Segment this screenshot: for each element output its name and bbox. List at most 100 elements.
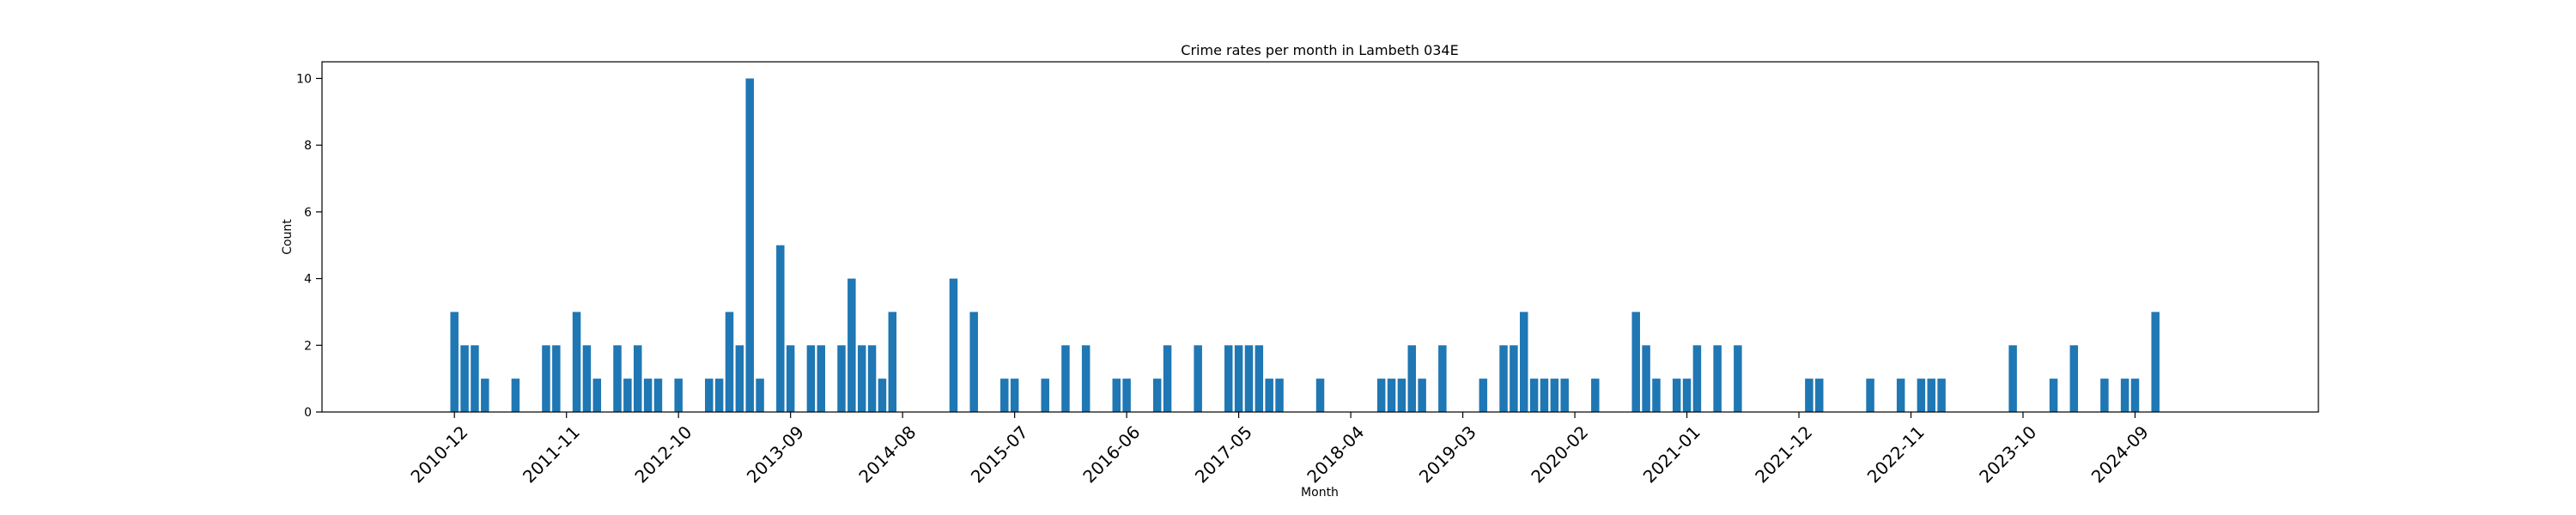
bar-2013-09	[786, 345, 795, 412]
bar-2012-01	[582, 345, 592, 412]
bar-2015-07	[1010, 379, 1019, 412]
bar-2013-02	[714, 379, 724, 412]
bar-2011-12	[572, 312, 581, 412]
bar-2019-11	[1540, 379, 1549, 412]
bar-2010-12	[450, 312, 459, 412]
bar-2016-06	[1122, 379, 1131, 412]
bar-2011-10	[552, 345, 561, 412]
bar-2012-07	[643, 379, 653, 412]
bar-2019-09	[1520, 312, 1528, 412]
bar-2013-05	[745, 78, 754, 413]
y-axis-label: Count	[281, 219, 295, 255]
bar-2016-02	[1081, 345, 1091, 412]
bar-2022-02	[1815, 379, 1824, 412]
bar-2011-09	[542, 345, 550, 412]
bar-2012-06	[633, 345, 642, 412]
bar-2020-04	[1591, 379, 1600, 412]
bar-2017-07	[1255, 345, 1264, 412]
bar-2017-09	[1275, 379, 1284, 412]
bar-2012-02	[592, 379, 602, 412]
bar-2016-05	[1112, 379, 1121, 412]
bar-2023-01	[1927, 379, 1935, 412]
bar-2019-07	[1499, 345, 1508, 412]
bar-2018-10	[1407, 345, 1417, 412]
bar-2011-03	[481, 379, 489, 412]
bar-2014-07	[888, 312, 897, 412]
bar-2018-09	[1397, 379, 1406, 412]
bar-2012-05	[623, 379, 632, 412]
bar-2013-01	[705, 379, 714, 412]
bar-2015-06	[1000, 379, 1009, 412]
x-axis-label: Month	[1301, 486, 1339, 500]
bar-2019-05	[1479, 379, 1488, 412]
bar-2017-04	[1224, 345, 1233, 412]
bar-2022-12	[1917, 379, 1926, 412]
y-tick-label: 4	[304, 273, 312, 287]
bar-2023-09	[2008, 345, 2017, 412]
bar-2012-08	[653, 379, 663, 412]
bar-2024-06	[2100, 379, 2109, 412]
bar-2013-03	[725, 312, 734, 412]
bar-2020-09	[1642, 345, 1650, 412]
bar-2021-04	[1713, 345, 1722, 412]
bar-2021-01	[1682, 379, 1692, 412]
bar-2019-12	[1550, 379, 1559, 412]
bar-2015-10	[1041, 379, 1049, 412]
bar-2014-04	[857, 345, 866, 412]
bar-2019-10	[1529, 379, 1539, 412]
bar-2019-01	[1438, 345, 1447, 412]
bar-2018-11	[1418, 379, 1426, 412]
y-tick-label: 2	[304, 339, 312, 353]
bar-2011-01	[460, 345, 469, 412]
bar-2017-08	[1265, 379, 1273, 412]
bar-2020-10	[1652, 379, 1661, 412]
bar-2021-02	[1692, 345, 1702, 412]
bar-2013-06	[756, 379, 764, 412]
y-tick-label: 6	[304, 206, 312, 220]
bar-2018-07	[1376, 379, 1386, 412]
bar-2017-01	[1194, 345, 1202, 412]
bar-2024-08	[2120, 379, 2129, 412]
bar-2018-01	[1315, 379, 1325, 412]
bar-2024-01	[2049, 379, 2058, 412]
bar-2024-11	[2151, 312, 2160, 412]
bar-2018-08	[1387, 379, 1396, 412]
bar-2022-07	[1866, 379, 1874, 412]
bar-2013-08	[776, 245, 785, 412]
bar-2013-12	[817, 345, 825, 412]
bar-2011-06	[511, 379, 520, 412]
bar-2023-02	[1937, 379, 1946, 412]
bar-2024-09	[2130, 379, 2140, 412]
bar-2012-10	[674, 379, 683, 412]
bar-2017-05	[1234, 345, 1243, 412]
plot-frame	[321, 61, 2319, 413]
chart-title: Crime rates per month in Lambeth 034E	[1181, 42, 1458, 58]
bar-2014-03	[848, 278, 856, 412]
bar-2016-10	[1163, 345, 1172, 412]
y-tick-label: 0	[304, 406, 312, 420]
bar-2020-08	[1631, 312, 1640, 412]
bar-2013-11	[806, 345, 816, 412]
bar-2014-02	[837, 345, 846, 412]
bar-2019-08	[1510, 345, 1518, 412]
bars-group	[450, 78, 2160, 413]
bar-2017-06	[1244, 345, 1254, 412]
bar-2022-10	[1896, 379, 1905, 412]
bar-2024-03	[2069, 345, 2079, 412]
bar-2020-12	[1672, 379, 1681, 412]
bar-2013-04	[735, 345, 744, 412]
y-tick-label: 8	[304, 139, 312, 153]
bar-2015-03	[969, 312, 978, 412]
bar-2014-06	[878, 379, 887, 412]
bar-2015-01	[949, 278, 958, 412]
bar-2016-09	[1152, 379, 1162, 412]
bar-2014-05	[867, 345, 877, 412]
bar-2021-06	[1734, 345, 1742, 412]
bar-2012-04	[613, 345, 622, 412]
y-tick-label: 10	[296, 72, 312, 86]
bar-2015-12	[1061, 345, 1070, 412]
bar-2011-02	[471, 345, 479, 412]
bar-2022-01	[1805, 379, 1814, 412]
